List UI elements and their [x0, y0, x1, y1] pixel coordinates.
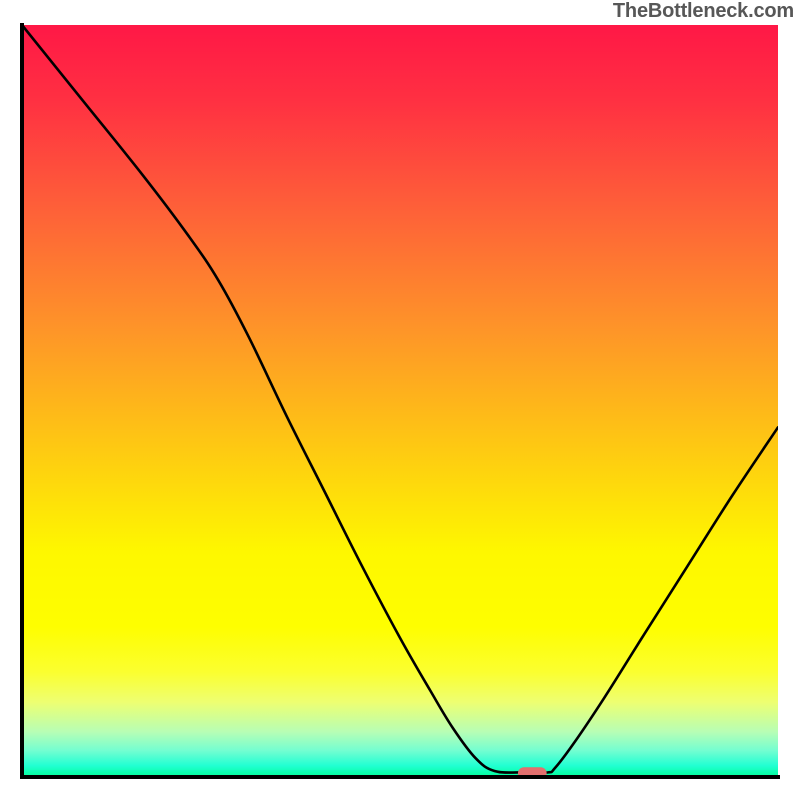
chart-svg [0, 0, 800, 800]
gradient-background [22, 25, 778, 777]
chart-container: TheBottleneck.com [0, 0, 800, 800]
